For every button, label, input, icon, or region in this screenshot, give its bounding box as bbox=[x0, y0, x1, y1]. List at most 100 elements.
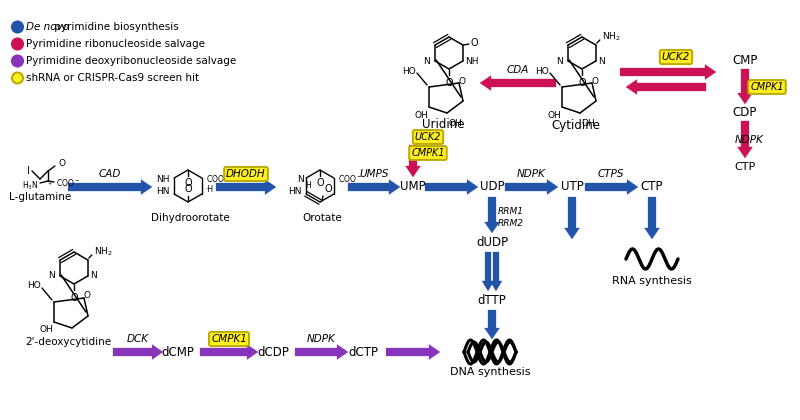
Text: $^+$: $^+$ bbox=[46, 182, 53, 188]
Text: dUDP: dUDP bbox=[476, 236, 508, 249]
Text: dCTP: dCTP bbox=[348, 346, 378, 359]
Text: shRNA or CRISPR-Cas9 screen hit: shRNA or CRISPR-Cas9 screen hit bbox=[26, 73, 199, 83]
Text: N: N bbox=[90, 271, 97, 281]
Text: OH: OH bbox=[414, 110, 428, 120]
Text: O: O bbox=[316, 178, 324, 188]
Text: L-glutamine: L-glutamine bbox=[9, 192, 71, 202]
Text: NDPK: NDPK bbox=[306, 334, 335, 344]
FancyArrow shape bbox=[505, 179, 558, 194]
Text: dTTP: dTTP bbox=[478, 294, 506, 307]
Text: OH: OH bbox=[448, 118, 462, 128]
FancyArrow shape bbox=[738, 69, 753, 104]
FancyArrow shape bbox=[490, 252, 502, 291]
Text: CMPK1: CMPK1 bbox=[750, 82, 784, 92]
FancyArrow shape bbox=[113, 344, 163, 360]
Text: CMPK1: CMPK1 bbox=[211, 334, 247, 344]
Text: UTP: UTP bbox=[561, 181, 583, 194]
FancyArrow shape bbox=[620, 65, 716, 79]
FancyArrow shape bbox=[295, 344, 348, 360]
Text: O: O bbox=[578, 78, 586, 88]
Text: COO$^-$: COO$^-$ bbox=[206, 173, 230, 184]
Text: CDP: CDP bbox=[733, 105, 757, 118]
Text: CTP: CTP bbox=[734, 162, 756, 172]
Text: N: N bbox=[48, 271, 55, 281]
Text: N: N bbox=[423, 57, 430, 66]
Text: CMP: CMP bbox=[732, 53, 758, 66]
Text: NH: NH bbox=[465, 57, 478, 66]
Text: COO$^-$: COO$^-$ bbox=[56, 178, 81, 189]
Text: CTPS: CTPS bbox=[598, 169, 624, 179]
Text: H$_3$N: H$_3$N bbox=[22, 180, 38, 192]
Text: HO: HO bbox=[402, 66, 416, 76]
Text: UDP: UDP bbox=[480, 181, 504, 194]
Text: NDPK: NDPK bbox=[734, 135, 763, 145]
Circle shape bbox=[12, 55, 23, 66]
Text: UMP: UMP bbox=[400, 181, 426, 194]
Text: CMPK1: CMPK1 bbox=[411, 148, 445, 158]
Text: DNA synthesis: DNA synthesis bbox=[450, 367, 530, 377]
Text: DCK: DCK bbox=[127, 334, 149, 344]
Text: HN: HN bbox=[288, 187, 301, 197]
Text: pyrimidine biosynthesis: pyrimidine biosynthesis bbox=[51, 22, 178, 32]
FancyArrow shape bbox=[480, 76, 556, 90]
Circle shape bbox=[12, 39, 23, 50]
FancyArrow shape bbox=[485, 197, 499, 233]
Text: H: H bbox=[306, 181, 311, 191]
FancyArrow shape bbox=[348, 179, 400, 194]
Text: RRM2: RRM2 bbox=[498, 218, 524, 228]
Circle shape bbox=[12, 21, 23, 32]
Text: RRM1: RRM1 bbox=[498, 207, 524, 216]
Text: De novo: De novo bbox=[26, 22, 69, 32]
Text: NH$_2$: NH$_2$ bbox=[94, 246, 113, 258]
FancyArrow shape bbox=[565, 197, 579, 239]
Text: DHODH: DHODH bbox=[226, 169, 266, 179]
FancyArrow shape bbox=[645, 197, 659, 239]
Text: NDPK: NDPK bbox=[517, 169, 546, 179]
Text: Orotate: Orotate bbox=[302, 213, 342, 223]
FancyArrow shape bbox=[68, 179, 152, 194]
FancyArrow shape bbox=[482, 252, 494, 291]
Text: N: N bbox=[298, 176, 304, 184]
Text: UMPS: UMPS bbox=[359, 169, 389, 179]
Text: UCK2: UCK2 bbox=[414, 132, 442, 142]
FancyArrow shape bbox=[386, 344, 440, 360]
Text: O: O bbox=[184, 178, 192, 188]
Text: Pyrimidine ribonucleoside salvage: Pyrimidine ribonucleoside salvage bbox=[26, 39, 205, 49]
Text: O: O bbox=[58, 160, 65, 168]
FancyArrow shape bbox=[200, 344, 258, 360]
FancyArrow shape bbox=[425, 179, 478, 194]
Text: RNA synthesis: RNA synthesis bbox=[612, 276, 692, 286]
Text: dCMP: dCMP bbox=[162, 346, 194, 359]
Text: dCDP: dCDP bbox=[257, 346, 289, 359]
Text: Uridine: Uridine bbox=[422, 118, 464, 131]
Text: CTP: CTP bbox=[641, 181, 663, 194]
Text: O: O bbox=[591, 76, 598, 86]
Text: OH: OH bbox=[581, 118, 595, 128]
Text: O: O bbox=[324, 184, 332, 194]
FancyArrow shape bbox=[216, 179, 276, 194]
Text: UCK2: UCK2 bbox=[662, 52, 690, 62]
Text: OH: OH bbox=[547, 110, 561, 120]
Text: ·H: ·H bbox=[205, 184, 213, 194]
Text: Pyrimidine deoxyribonucleoside salvage: Pyrimidine deoxyribonucleoside salvage bbox=[26, 56, 236, 66]
Text: NH$_2$: NH$_2$ bbox=[602, 31, 621, 43]
FancyArrow shape bbox=[485, 310, 499, 339]
FancyArrow shape bbox=[738, 121, 753, 158]
Text: HN: HN bbox=[156, 187, 169, 197]
Text: CAD: CAD bbox=[99, 169, 121, 179]
Text: HO: HO bbox=[535, 66, 549, 76]
Text: Cytidine: Cytidine bbox=[551, 118, 601, 131]
Text: N: N bbox=[598, 57, 605, 66]
Text: Dihydroorotate: Dihydroorotate bbox=[150, 213, 230, 223]
Text: O: O bbox=[458, 76, 466, 86]
Text: O: O bbox=[184, 184, 192, 194]
Circle shape bbox=[12, 73, 23, 84]
FancyArrow shape bbox=[585, 179, 638, 194]
Text: O: O bbox=[83, 291, 90, 300]
Text: O: O bbox=[445, 78, 453, 88]
Text: 2'-deoxycytidine: 2'-deoxycytidine bbox=[25, 337, 111, 347]
Text: NH: NH bbox=[156, 176, 169, 184]
Text: COO$^-$: COO$^-$ bbox=[338, 173, 362, 184]
Text: O: O bbox=[471, 38, 478, 48]
Text: I: I bbox=[26, 166, 30, 176]
